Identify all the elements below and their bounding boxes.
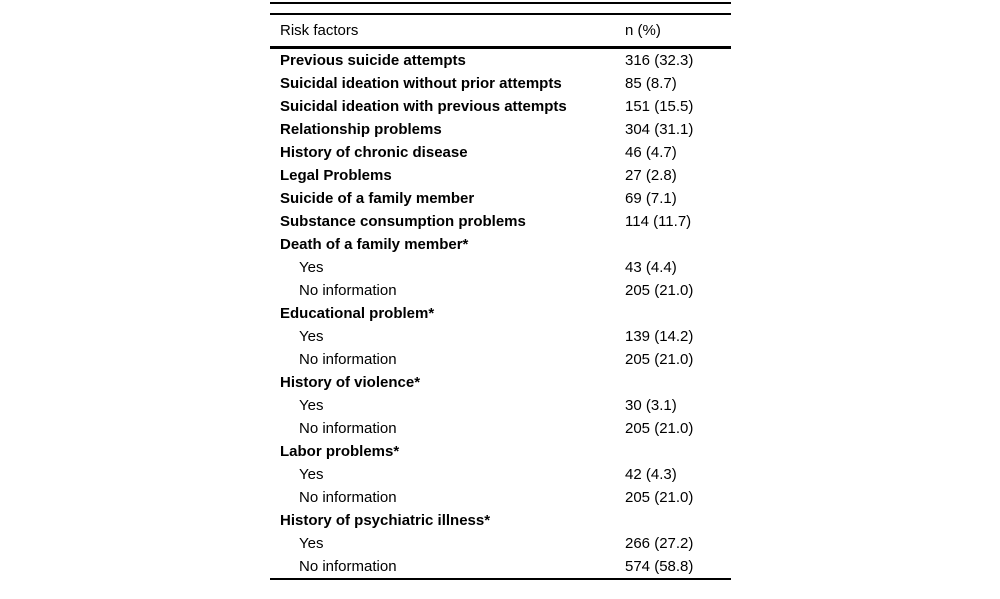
table-top-inner-rule [270,13,731,15]
row-value: 42 (4.3) [625,466,677,483]
row-value: 205 (21.0) [625,489,694,506]
table-row: Suicidal ideation without prior attempts… [270,72,731,95]
table-row: Yes 43 (4.4) [270,256,731,279]
row-value [625,440,731,463]
table-row: No information 205 (21.0) [270,279,731,302]
row-value: 27 (2.8) [625,167,677,184]
row-value: 151 (15.5) [625,98,694,115]
row-label: Relationship problems [280,121,442,138]
row-value: 205 (21.0) [625,282,694,299]
table-row: History of chronic disease 46 (4.7) [270,141,731,164]
table-top-outer-rule [270,2,731,4]
row-label: Substance consumption problems [280,213,526,230]
table-bottom-rule [270,578,731,580]
table-row: Suicidal ideation with previous attempts… [270,95,731,118]
row-value: 316 (32.3) [625,52,694,69]
row-label: No information [299,420,397,437]
row-value: 266 (27.2) [625,535,694,552]
row-value [625,302,731,325]
table-header-row: Risk factors n (%) [270,15,731,49]
row-label: Suicidal ideation with previous attempts [280,98,567,115]
row-label: No information [299,282,397,299]
table-row: Substance consumption problems 114 (11.7… [270,210,731,233]
table-row: Suicide of a family member 69 (7.1) [270,187,731,210]
row-value: 85 (8.7) [625,75,677,92]
row-label: No information [299,489,397,506]
row-label: History of chronic disease [280,144,468,161]
row-value: 205 (21.0) [625,420,694,437]
table-row: History of psychiatric illness* [270,509,731,532]
table-row: No information 205 (21.0) [270,486,731,509]
row-label: Yes [299,328,324,345]
table-row: No information 205 (21.0) [270,348,731,371]
table-row: Yes 139 (14.2) [270,325,731,348]
row-value: 139 (14.2) [625,328,694,345]
table-row: Educational problem* [270,302,731,325]
table-body: Previous suicide attempts 316 (32.3) Sui… [270,49,731,578]
table-row: Death of a family member* [270,233,731,256]
row-label: Legal Problems [280,167,392,184]
row-label: Yes [299,259,324,276]
row-value: 574 (58.8) [625,558,694,575]
table-row: Labor problems* [270,440,731,463]
row-label: Suicide of a family member [280,190,475,207]
row-label: Previous suicide attempts [280,52,466,69]
row-value: 69 (7.1) [625,190,677,207]
column-header-n-percent: n (%) [625,22,661,39]
row-value: 205 (21.0) [625,351,694,368]
row-value: 43 (4.4) [625,259,677,276]
table-row: Legal Problems 27 (2.8) [270,164,731,187]
row-label: Suicidal ideation without prior attempts [280,75,562,92]
row-label: Death of a family member* [280,236,469,253]
row-label: No information [299,558,397,575]
row-label: Yes [299,397,324,414]
table-row: Previous suicide attempts 316 (32.3) [270,49,731,72]
row-value: 304 (31.1) [625,121,694,138]
table-row: No information 205 (21.0) [270,417,731,440]
row-value: 114 (11.7) [625,213,692,230]
row-value [625,233,731,256]
column-header-risk-factors: Risk factors [280,22,359,39]
row-label: Labor problems* [280,443,400,460]
row-value: 30 (3.1) [625,397,677,414]
row-label: No information [299,351,397,368]
table-row: No information 574 (58.8) [270,555,731,578]
row-label: Yes [299,535,324,552]
table-row: Relationship problems 304 (31.1) [270,118,731,141]
table-row: Yes 42 (4.3) [270,463,731,486]
row-value [625,371,731,394]
table-row: Yes 266 (27.2) [270,532,731,555]
row-label: Educational problem* [280,305,435,322]
row-value [625,509,731,532]
row-label: History of psychiatric illness* [280,512,491,529]
risk-factors-table: Risk factors n (%) Previous suicide atte… [270,0,731,580]
row-label: Yes [299,466,324,483]
row-value: 46 (4.7) [625,144,677,161]
table-row: Yes 30 (3.1) [270,394,731,417]
table-row: History of violence* [270,371,731,394]
row-label: History of violence* [280,374,421,391]
